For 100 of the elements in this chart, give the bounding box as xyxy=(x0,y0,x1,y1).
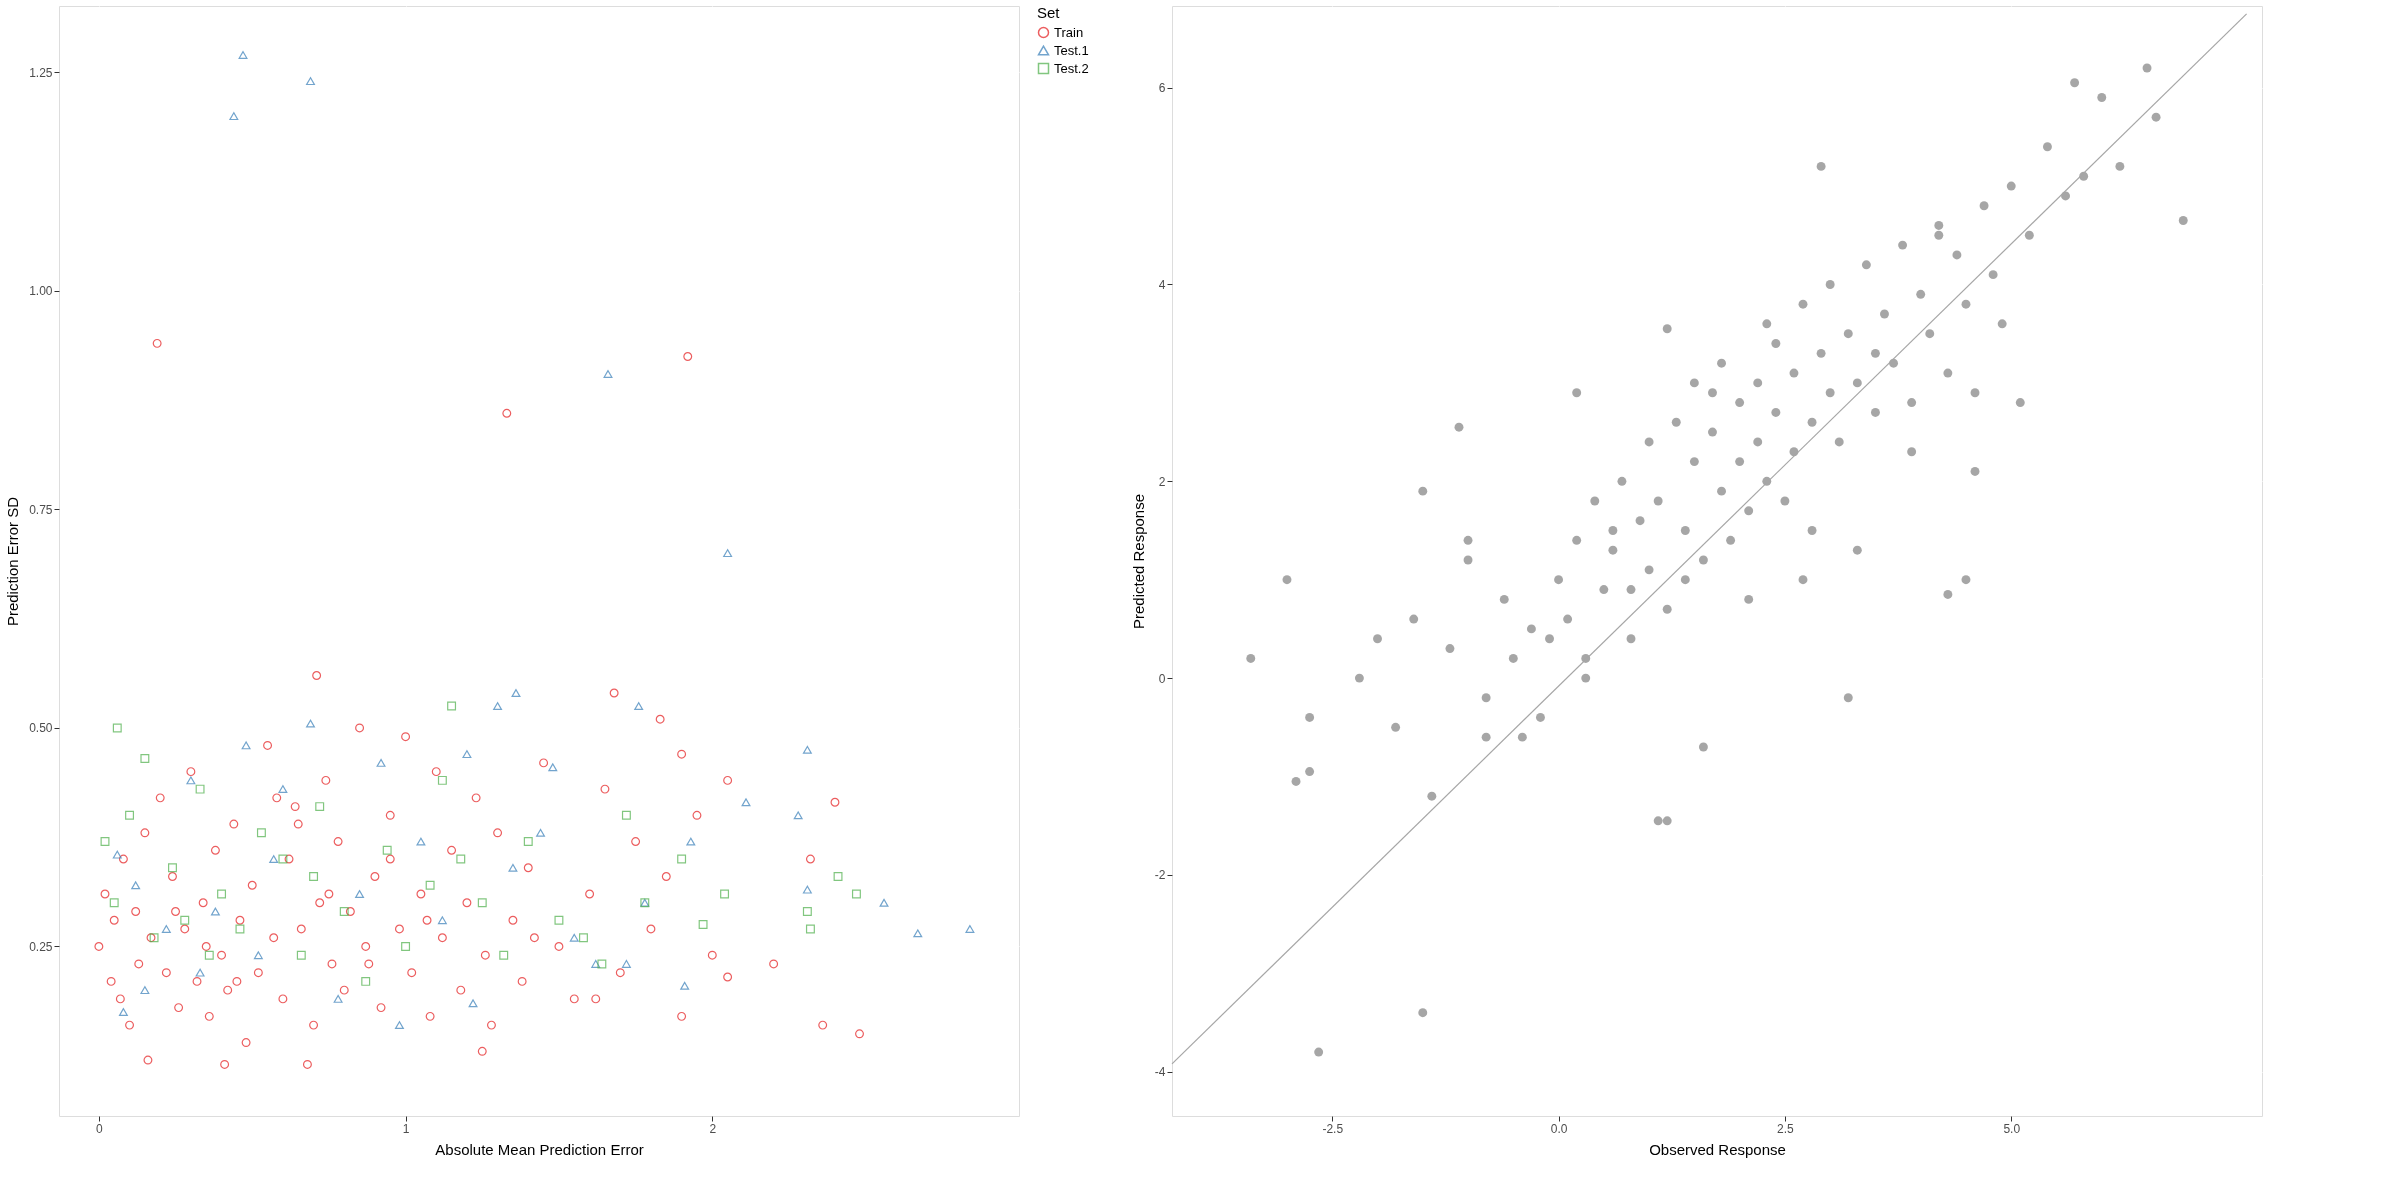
point xyxy=(416,837,426,846)
point xyxy=(376,758,386,767)
point xyxy=(793,811,803,820)
point xyxy=(462,750,472,759)
point xyxy=(339,907,349,916)
point xyxy=(548,763,558,772)
point xyxy=(278,854,288,864)
point xyxy=(238,50,248,59)
point xyxy=(477,898,487,908)
point xyxy=(131,881,141,890)
point xyxy=(217,889,227,899)
point xyxy=(802,907,812,916)
point xyxy=(382,845,392,855)
point xyxy=(401,941,411,951)
y-axis-title: Prediction Error SD xyxy=(4,496,22,627)
y-tick-label: -4 xyxy=(1154,1065,1166,1080)
point xyxy=(579,933,588,943)
point xyxy=(118,1008,128,1016)
point xyxy=(204,950,214,960)
point xyxy=(168,863,177,873)
point xyxy=(361,976,371,986)
y-tick-label: 0.25 xyxy=(29,939,53,954)
point xyxy=(536,828,546,837)
point xyxy=(508,863,518,872)
point xyxy=(698,920,708,930)
y-tick-label: 0 xyxy=(1158,671,1166,686)
point xyxy=(965,925,975,933)
point xyxy=(621,959,631,968)
point xyxy=(100,837,110,847)
legend-label: Test.2 xyxy=(1054,60,1089,76)
point xyxy=(569,933,579,942)
point xyxy=(680,981,690,990)
point xyxy=(195,784,205,794)
point xyxy=(306,77,315,86)
point xyxy=(802,885,812,894)
point xyxy=(851,889,861,899)
x-tick-label: 2 xyxy=(709,1121,717,1136)
legend-label: Test.1 xyxy=(1054,42,1089,58)
y-tick-label: 1.25 xyxy=(29,65,53,80)
point xyxy=(447,701,457,711)
point xyxy=(425,880,435,890)
point xyxy=(523,837,533,847)
point xyxy=(109,898,119,908)
y-tick-label: 0.75 xyxy=(29,502,53,517)
point xyxy=(720,889,730,899)
y-tick-label: 6 xyxy=(1158,81,1166,96)
point xyxy=(591,959,601,968)
y-tick-label: 1.00 xyxy=(29,284,53,299)
point xyxy=(315,802,325,812)
point xyxy=(355,890,365,898)
point xyxy=(833,872,843,881)
point xyxy=(394,1021,404,1030)
point xyxy=(140,986,150,995)
point xyxy=(802,745,812,754)
point xyxy=(468,999,478,1008)
y-tick-label: 4 xyxy=(1158,277,1166,292)
point xyxy=(125,810,135,820)
point xyxy=(677,854,687,864)
point xyxy=(879,898,889,907)
point xyxy=(278,785,288,794)
point xyxy=(235,924,245,934)
point xyxy=(210,907,220,916)
legend-title: Set xyxy=(1037,4,1061,21)
point xyxy=(621,810,631,820)
x-tick-label: 0.0 xyxy=(1550,1121,1568,1136)
point xyxy=(112,850,122,859)
point xyxy=(333,994,343,1003)
point xyxy=(437,775,447,785)
point xyxy=(195,968,205,977)
point xyxy=(140,754,150,763)
point xyxy=(269,855,279,863)
point xyxy=(723,549,733,558)
point xyxy=(686,837,696,846)
y-tick-label: -2 xyxy=(1154,868,1166,883)
point xyxy=(253,951,263,960)
point xyxy=(161,925,171,933)
y-tick-label: 0.50 xyxy=(29,721,53,736)
x-tick-label: 1 xyxy=(402,1121,410,1136)
point xyxy=(499,950,509,960)
point xyxy=(741,798,751,807)
point xyxy=(456,854,466,864)
y-axis-title: Predicted Response xyxy=(1129,493,1147,630)
y-tick-label: 2 xyxy=(1158,474,1166,489)
x-tick-label: 0 xyxy=(96,1121,104,1136)
point xyxy=(180,915,190,925)
point xyxy=(603,370,613,378)
point xyxy=(437,916,447,925)
x-tick-label: 5.0 xyxy=(2003,1121,2021,1136)
x-axis-title: Observed Response xyxy=(1649,1140,1786,1158)
point xyxy=(186,776,196,785)
x-tick-label: 2.5 xyxy=(1777,1121,1795,1136)
point xyxy=(241,741,251,750)
legend-label: Train xyxy=(1054,24,1084,40)
point xyxy=(634,702,644,711)
point xyxy=(597,959,607,969)
point xyxy=(296,950,306,960)
point xyxy=(112,723,122,733)
x-axis-title: Absolute Mean Prediction Error xyxy=(435,1140,644,1158)
point xyxy=(493,702,503,711)
x-tick-label: -2.5 xyxy=(1322,1121,1344,1136)
